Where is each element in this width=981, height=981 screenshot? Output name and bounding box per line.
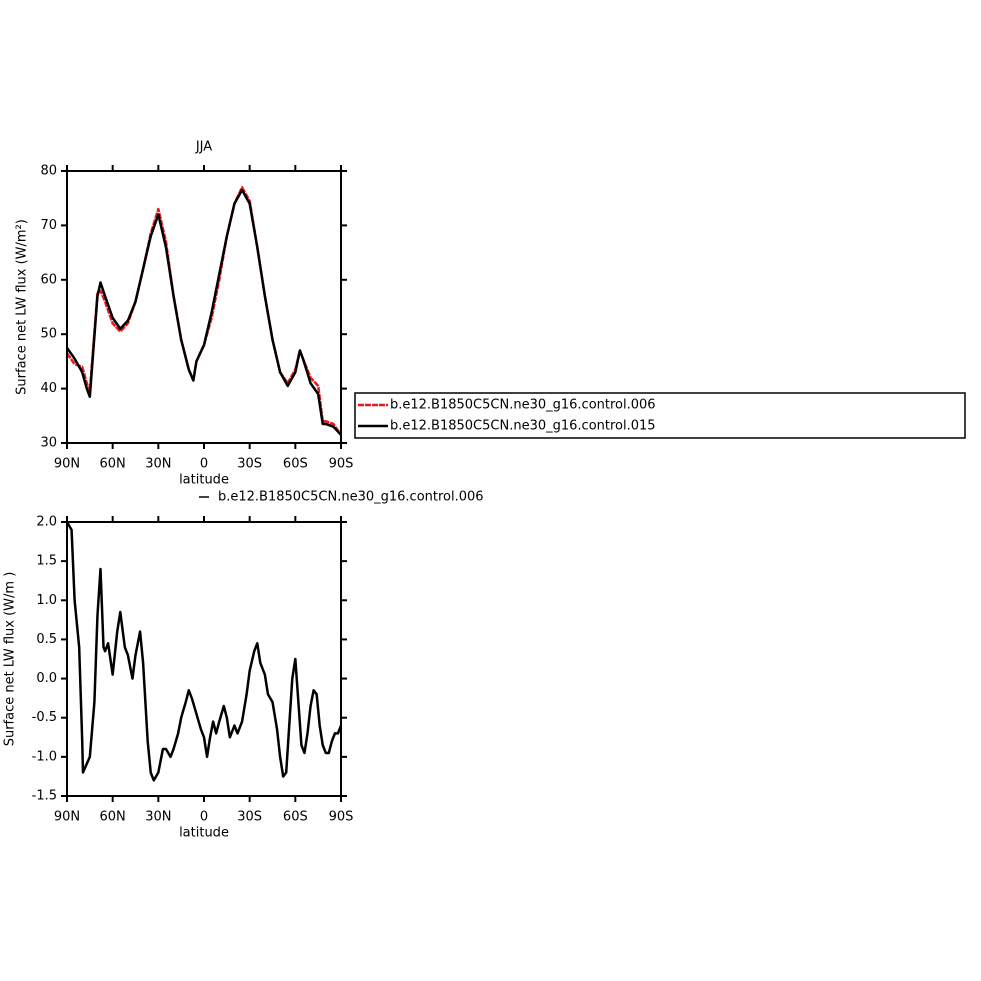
data-line [65, 186, 343, 436]
x-tick-label: 90N [54, 457, 80, 472]
data-line [65, 521, 343, 782]
y-tick-label: 60 [40, 272, 57, 287]
x-tick-label: 30S [237, 457, 262, 472]
legend-label: b.e12.B1850C5CN.ne30_g16.control.006 [218, 490, 484, 505]
x-tick-label: 30N [145, 457, 171, 472]
x-tick-label: 90S [329, 810, 354, 825]
x-tick-label: 90N [54, 810, 80, 825]
chart-title: JJA [195, 140, 212, 155]
legend-box [354, 392, 966, 439]
y-tick-label: -0.5 [32, 710, 57, 725]
y-axis-label: Surface net LW flux (W/m²) [15, 219, 30, 395]
legend-label: b.e12.B1850C5CN.ne30_g16.control.015 [390, 419, 656, 434]
y-tick-label: 80 [40, 164, 57, 179]
y-tick-label: 70 [40, 218, 57, 233]
x-tick-label: 60S [283, 457, 308, 472]
y-tick-label: 1.0 [36, 593, 57, 608]
x-tick-label: 60N [100, 457, 126, 472]
y-tick-label: 40 [40, 381, 57, 396]
legend-label: b.e12.B1850C5CN.ne30_g16.control.006 [390, 398, 656, 413]
data-line [65, 188, 342, 436]
x-tick-label: 0 [200, 810, 208, 825]
y-tick-label: -1.0 [32, 749, 57, 764]
x-axis-label: latitude [179, 826, 229, 841]
x-tick-label: 30S [237, 810, 262, 825]
x-tick-label: 60S [283, 810, 308, 825]
y-tick-label: 2.0 [36, 515, 57, 530]
y-tick-label: 1.5 [36, 554, 57, 569]
y-tick-label: 0.5 [36, 632, 57, 647]
y-tick-label: 50 [40, 327, 57, 342]
x-tick-label: 60N [100, 810, 126, 825]
x-tick-label: 90S [329, 457, 354, 472]
x-tick-label: 0 [200, 457, 208, 472]
y-axis-label: Surface net LW flux (W/m ) [3, 572, 18, 747]
y-tick-label: 30 [40, 436, 57, 451]
y-tick-label: 0.0 [36, 671, 57, 686]
x-axis-label: latitude [179, 473, 229, 488]
y-tick-label: -1.5 [32, 789, 57, 804]
plot-frame [66, 521, 342, 797]
x-tick-label: 30N [145, 810, 171, 825]
